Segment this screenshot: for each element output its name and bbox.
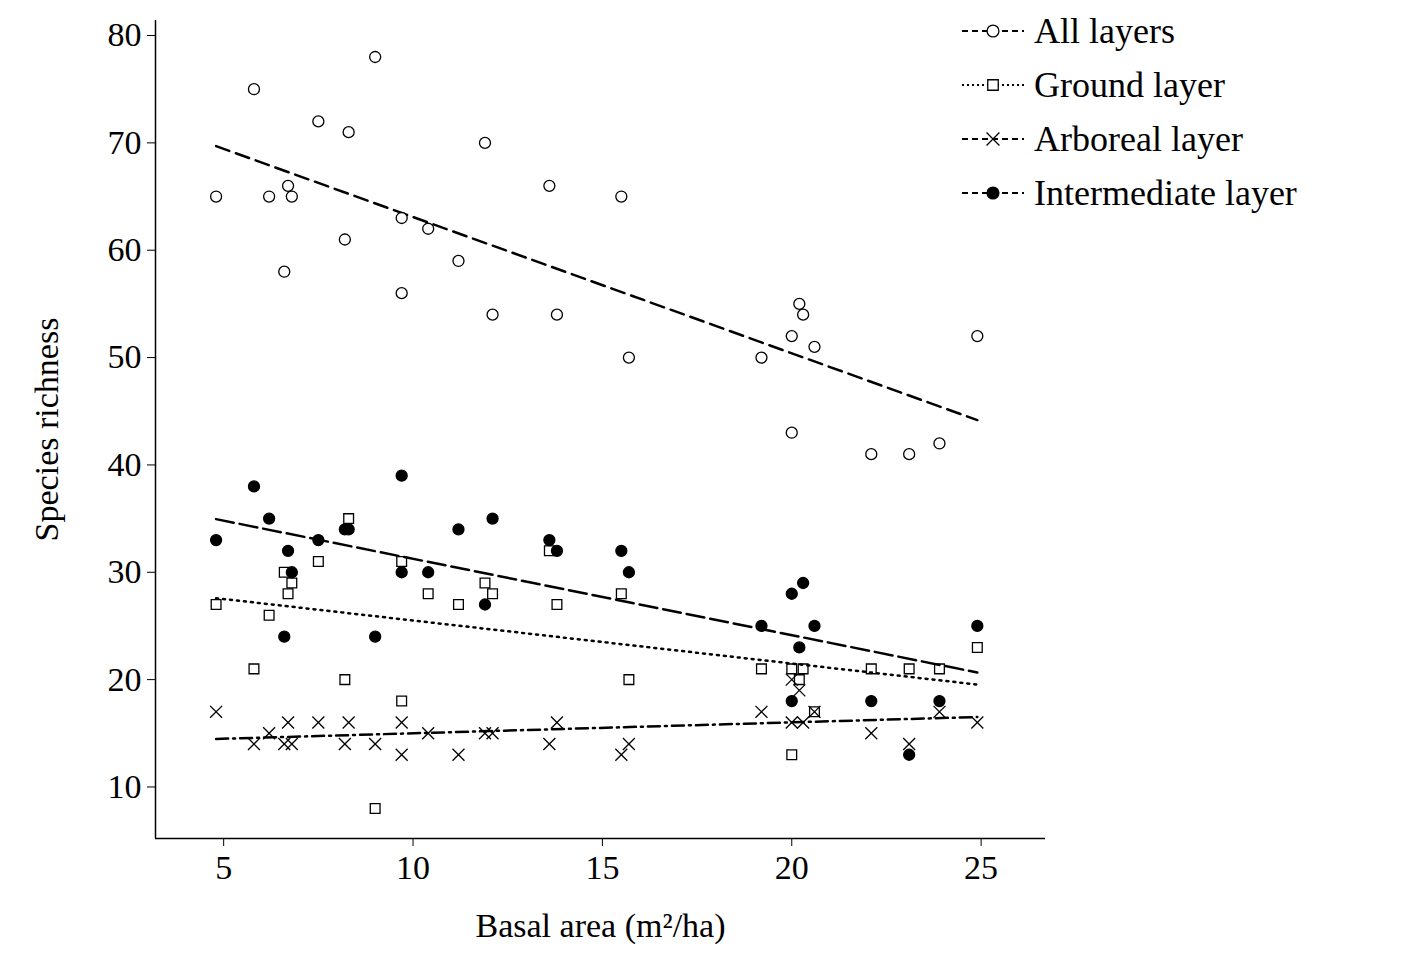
svg-text:40: 40 [108,446,142,483]
svg-text:30: 30 [108,553,142,590]
svg-text:70: 70 [108,124,142,161]
svg-text:10: 10 [108,768,142,805]
svg-text:10: 10 [396,849,430,886]
svg-text:20: 20 [775,849,809,886]
svg-text:80: 80 [108,16,142,53]
html-text:Arboreal layer: Arboreal layer [1034,119,1243,159]
html-text:Intermediate layer: Intermediate layer [1034,173,1297,213]
svg-text:25: 25 [964,849,998,886]
svg-text:Species richness: Species richness [28,318,65,542]
svg-text:60: 60 [108,231,142,268]
html-text:Ground layer: Ground layer [1034,65,1225,105]
svg-text:50: 50 [108,338,142,375]
svg-text:20: 20 [108,661,142,698]
svg-text:5: 5 [215,849,232,886]
svg-text:Basal area (m²/ha): Basal area (m²/ha) [476,907,726,945]
html-text:All layers: All layers [1034,11,1175,51]
svg-text:15: 15 [585,849,619,886]
